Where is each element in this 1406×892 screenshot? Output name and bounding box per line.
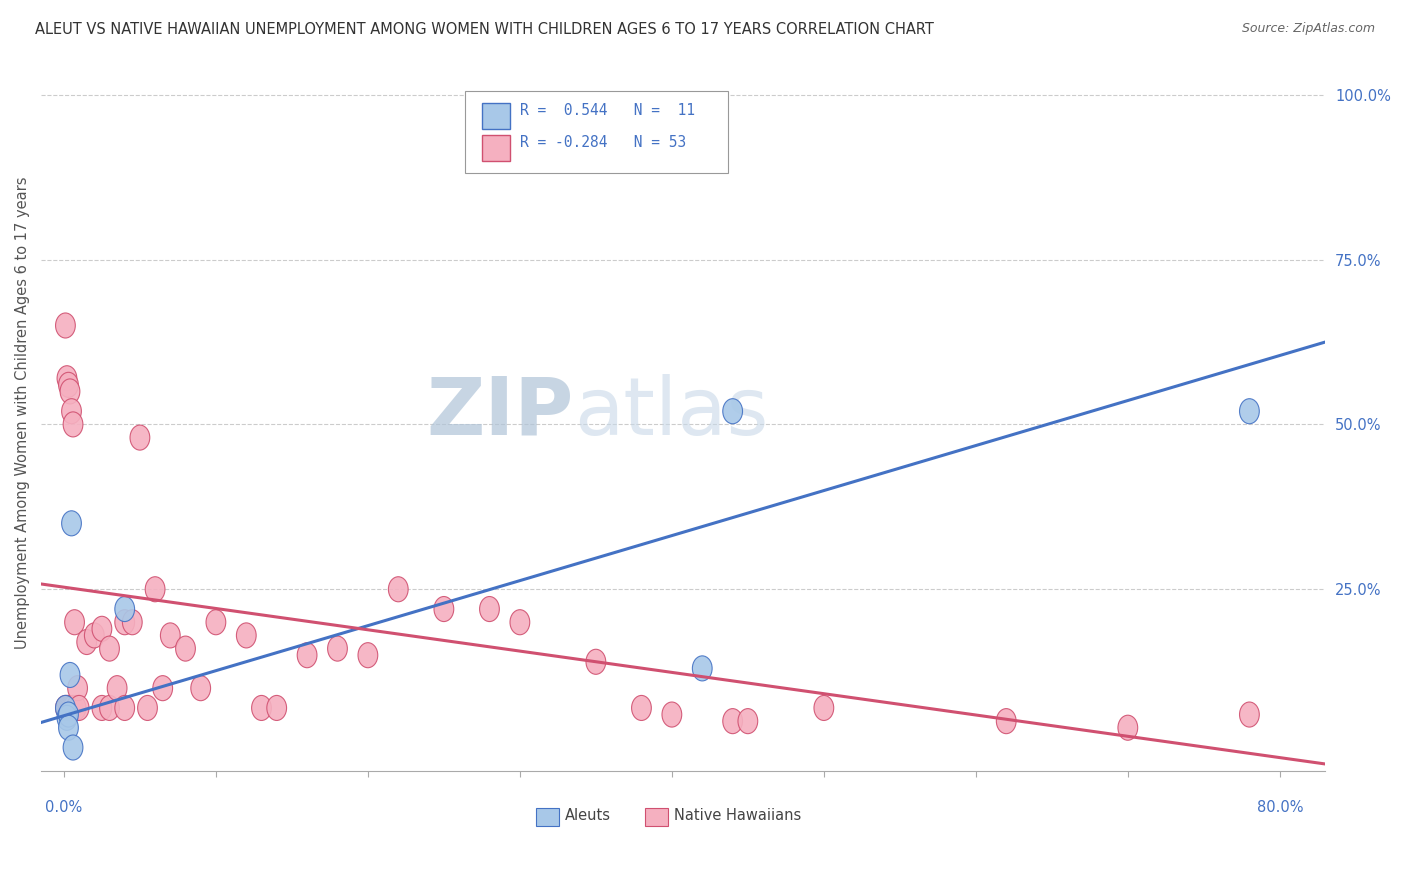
Ellipse shape bbox=[65, 610, 84, 635]
Ellipse shape bbox=[153, 675, 173, 701]
Ellipse shape bbox=[84, 623, 104, 648]
FancyBboxPatch shape bbox=[465, 91, 728, 173]
Ellipse shape bbox=[59, 372, 79, 397]
Ellipse shape bbox=[236, 623, 256, 648]
Text: 80.0%: 80.0% bbox=[1257, 800, 1303, 815]
Ellipse shape bbox=[388, 577, 408, 602]
FancyBboxPatch shape bbox=[482, 136, 510, 161]
Ellipse shape bbox=[115, 597, 135, 622]
Text: Native Hawaiians: Native Hawaiians bbox=[675, 808, 801, 823]
Ellipse shape bbox=[66, 696, 86, 721]
Ellipse shape bbox=[91, 696, 112, 721]
FancyBboxPatch shape bbox=[536, 808, 558, 826]
Ellipse shape bbox=[997, 708, 1017, 733]
Ellipse shape bbox=[91, 616, 112, 641]
Text: R =  0.544   N =  11: R = 0.544 N = 11 bbox=[520, 103, 695, 118]
Ellipse shape bbox=[100, 636, 120, 661]
Ellipse shape bbox=[207, 610, 226, 635]
Ellipse shape bbox=[67, 675, 87, 701]
Ellipse shape bbox=[359, 642, 378, 668]
Ellipse shape bbox=[77, 630, 97, 655]
Text: R = -0.284   N = 53: R = -0.284 N = 53 bbox=[520, 135, 686, 150]
Ellipse shape bbox=[63, 412, 83, 437]
Text: atlas: atlas bbox=[574, 374, 769, 452]
Ellipse shape bbox=[631, 696, 651, 721]
Ellipse shape bbox=[138, 696, 157, 721]
Ellipse shape bbox=[115, 610, 135, 635]
Ellipse shape bbox=[115, 696, 135, 721]
Ellipse shape bbox=[1118, 715, 1137, 740]
Ellipse shape bbox=[662, 702, 682, 727]
Ellipse shape bbox=[145, 577, 165, 602]
Ellipse shape bbox=[62, 511, 82, 536]
FancyBboxPatch shape bbox=[645, 808, 668, 826]
FancyBboxPatch shape bbox=[482, 103, 510, 128]
Ellipse shape bbox=[62, 696, 82, 721]
Ellipse shape bbox=[59, 702, 79, 727]
Ellipse shape bbox=[58, 706, 77, 731]
Ellipse shape bbox=[252, 696, 271, 721]
Ellipse shape bbox=[107, 675, 127, 701]
Ellipse shape bbox=[60, 663, 80, 688]
Ellipse shape bbox=[479, 597, 499, 622]
Ellipse shape bbox=[1240, 702, 1260, 727]
Text: 0.0%: 0.0% bbox=[45, 800, 83, 815]
Text: Source: ZipAtlas.com: Source: ZipAtlas.com bbox=[1241, 22, 1375, 36]
Ellipse shape bbox=[100, 696, 120, 721]
Y-axis label: Unemployment Among Women with Children Ages 6 to 17 years: Unemployment Among Women with Children A… bbox=[15, 177, 30, 649]
Ellipse shape bbox=[129, 425, 150, 450]
Text: ALEUT VS NATIVE HAWAIIAN UNEMPLOYMENT AMONG WOMEN WITH CHILDREN AGES 6 TO 17 YEA: ALEUT VS NATIVE HAWAIIAN UNEMPLOYMENT AM… bbox=[35, 22, 934, 37]
Ellipse shape bbox=[122, 610, 142, 635]
Ellipse shape bbox=[56, 696, 76, 721]
Ellipse shape bbox=[62, 399, 82, 424]
Ellipse shape bbox=[59, 715, 79, 740]
Ellipse shape bbox=[297, 642, 316, 668]
Ellipse shape bbox=[191, 675, 211, 701]
Ellipse shape bbox=[267, 696, 287, 721]
Ellipse shape bbox=[58, 696, 77, 721]
Ellipse shape bbox=[63, 735, 83, 760]
Text: ZIP: ZIP bbox=[427, 374, 574, 452]
Ellipse shape bbox=[176, 636, 195, 661]
Ellipse shape bbox=[60, 379, 80, 404]
Ellipse shape bbox=[69, 696, 89, 721]
Ellipse shape bbox=[56, 313, 76, 338]
Ellipse shape bbox=[59, 696, 79, 721]
Ellipse shape bbox=[60, 696, 80, 721]
Ellipse shape bbox=[1240, 399, 1260, 424]
Ellipse shape bbox=[723, 708, 742, 733]
Ellipse shape bbox=[738, 708, 758, 733]
Ellipse shape bbox=[56, 696, 76, 721]
Ellipse shape bbox=[328, 636, 347, 661]
Ellipse shape bbox=[434, 597, 454, 622]
Ellipse shape bbox=[510, 610, 530, 635]
Ellipse shape bbox=[814, 696, 834, 721]
Ellipse shape bbox=[723, 399, 742, 424]
Ellipse shape bbox=[586, 649, 606, 674]
Ellipse shape bbox=[692, 656, 711, 681]
Ellipse shape bbox=[58, 366, 77, 391]
Ellipse shape bbox=[160, 623, 180, 648]
Ellipse shape bbox=[63, 696, 83, 721]
Text: Aleuts: Aleuts bbox=[565, 808, 612, 823]
